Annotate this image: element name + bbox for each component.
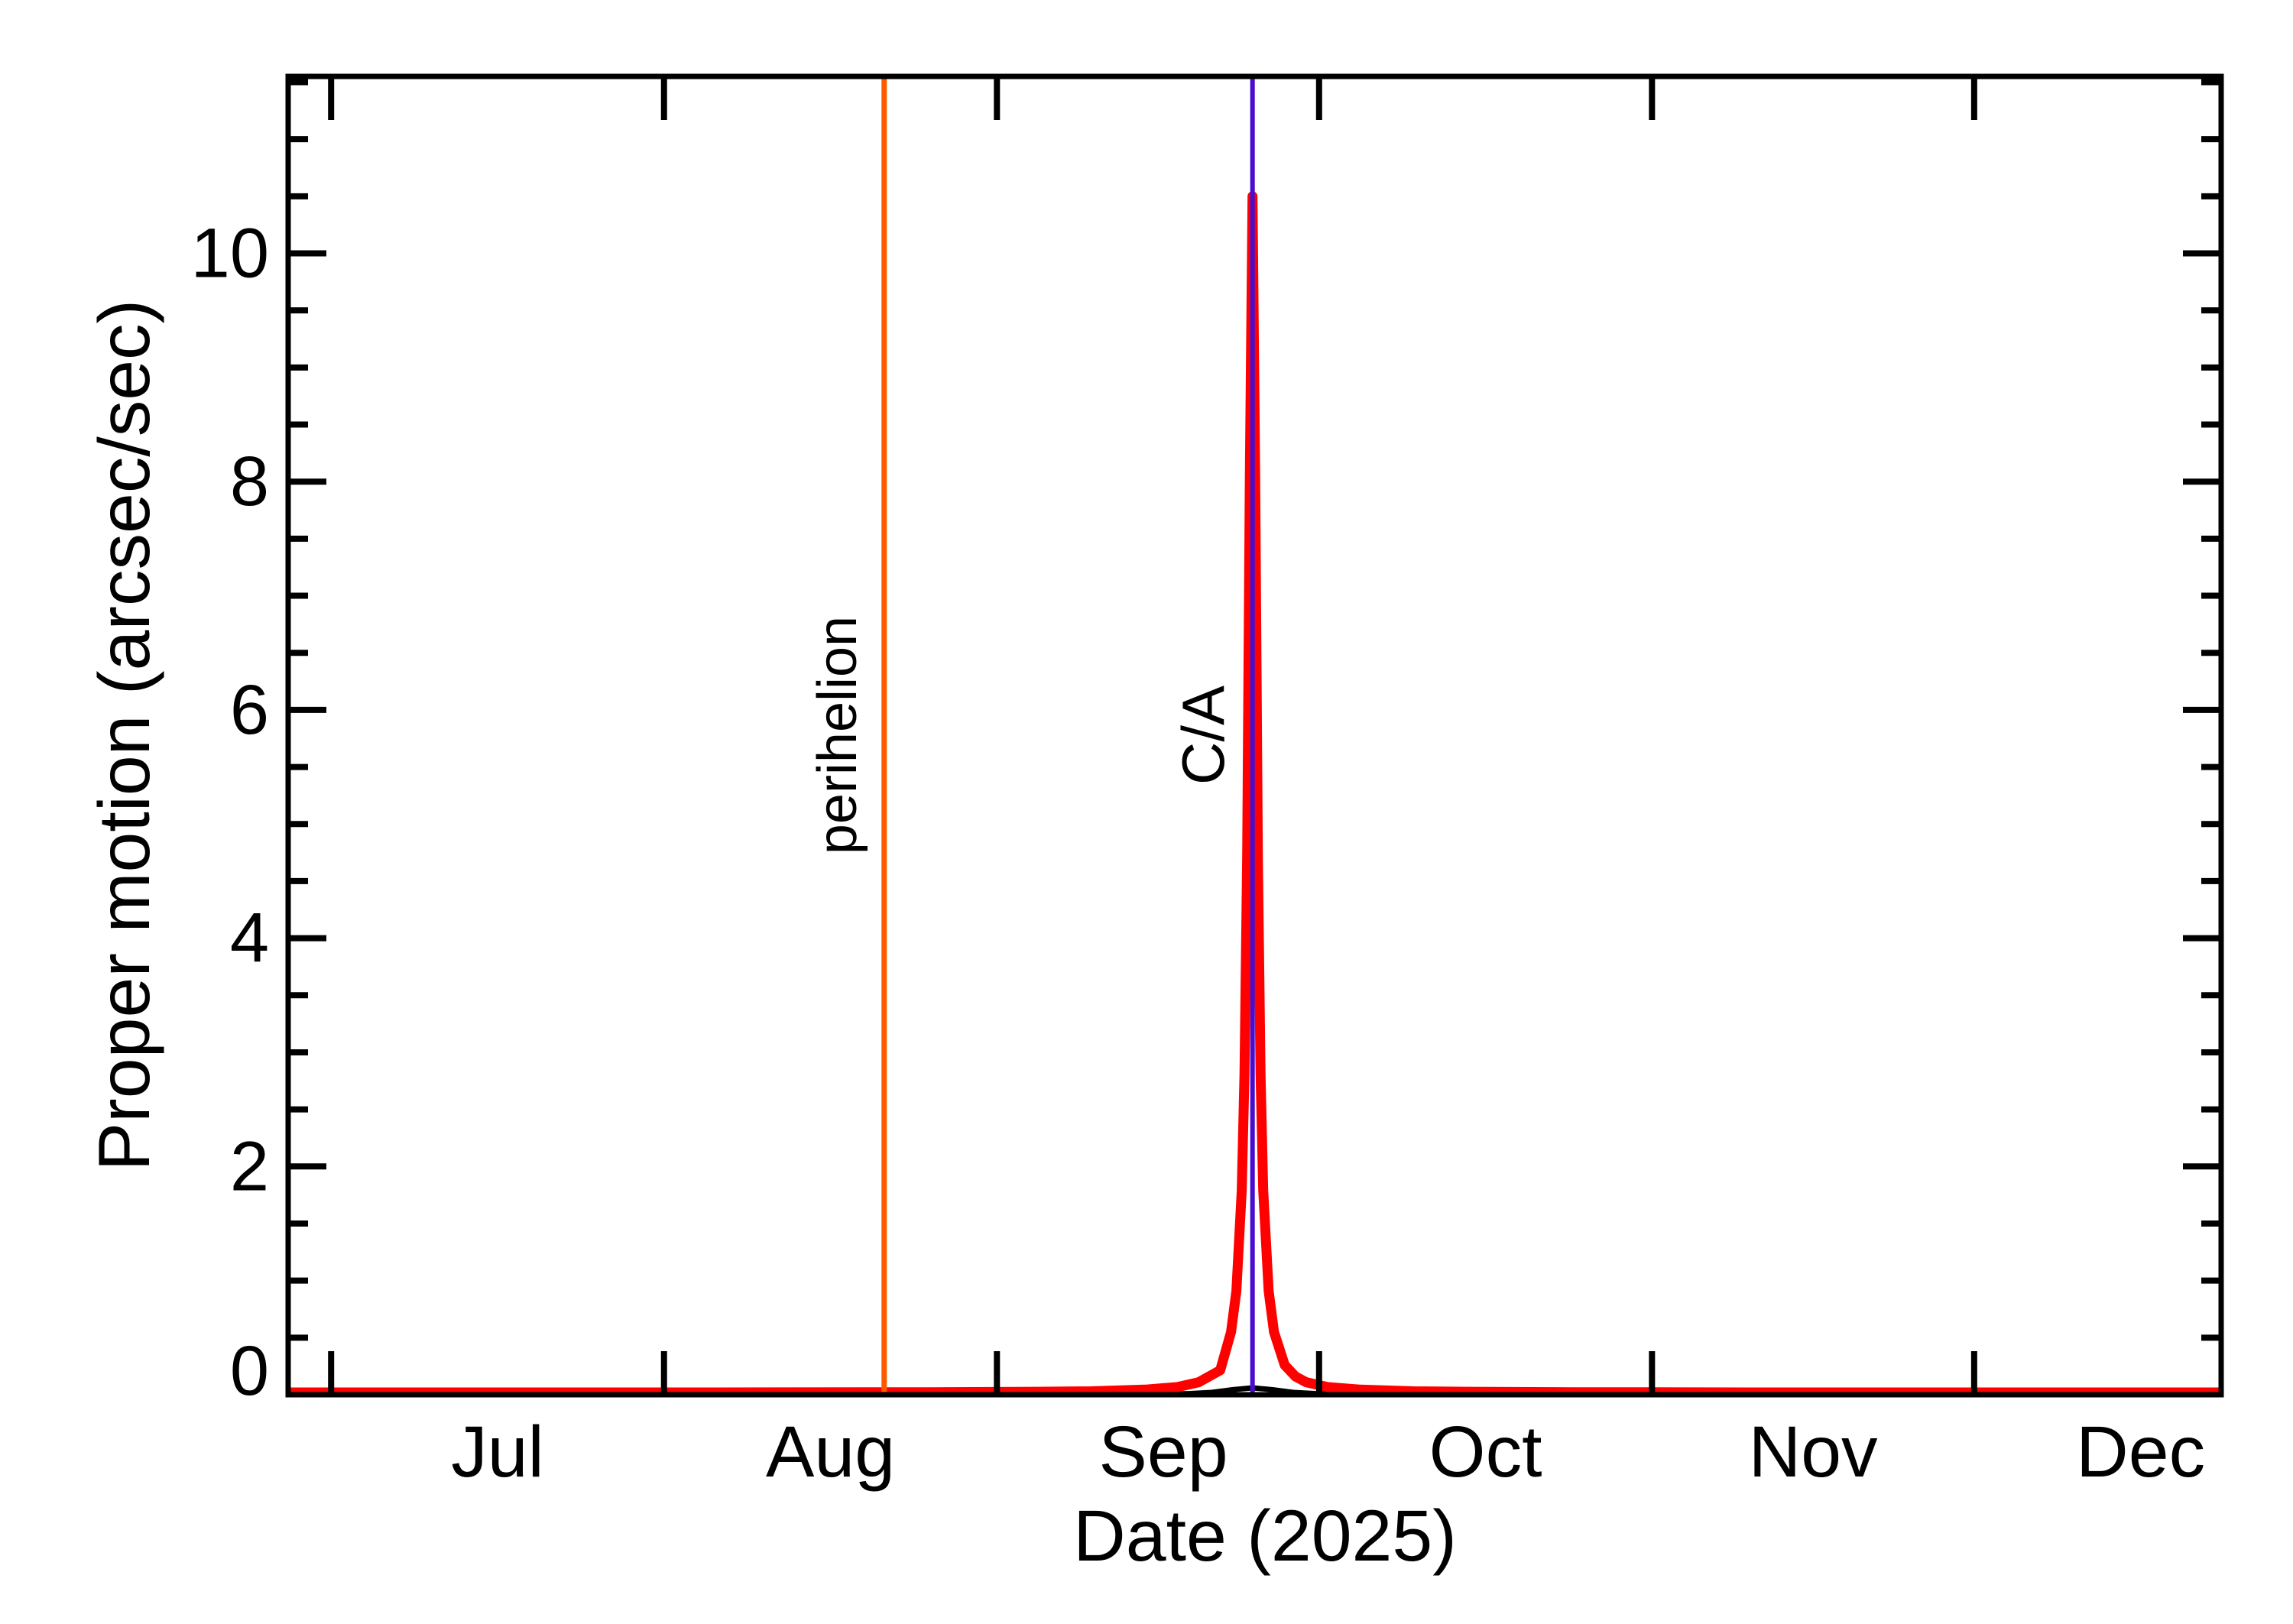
close-approach-label: C/A: [1169, 686, 1237, 785]
plot-frame: [285, 73, 2224, 1398]
x-tick-label-month: Aug: [766, 1412, 895, 1493]
x-tick-label-month: Oct: [1429, 1412, 1542, 1493]
y-tick-label: 4: [230, 900, 269, 977]
y-tick-label: 2: [230, 1127, 269, 1205]
y-tick-label: 8: [230, 442, 269, 520]
x-axis-title: Date (2025): [1073, 1496, 1457, 1577]
y-tick-label: 10: [191, 214, 269, 292]
y-axis-title: Proper motion (arcsec/sec): [84, 300, 165, 1171]
x-tick-label-month: Jul: [451, 1412, 543, 1493]
y-tick-label: 6: [230, 671, 269, 749]
x-tick-label-month: Sep: [1099, 1412, 1228, 1493]
perihelion-label: perihelion: [807, 616, 868, 854]
x-tick-label-month: Dec: [2076, 1412, 2205, 1493]
x-tick-label-month: Nov: [1749, 1412, 1878, 1493]
y-tick-label: 0: [230, 1332, 269, 1410]
